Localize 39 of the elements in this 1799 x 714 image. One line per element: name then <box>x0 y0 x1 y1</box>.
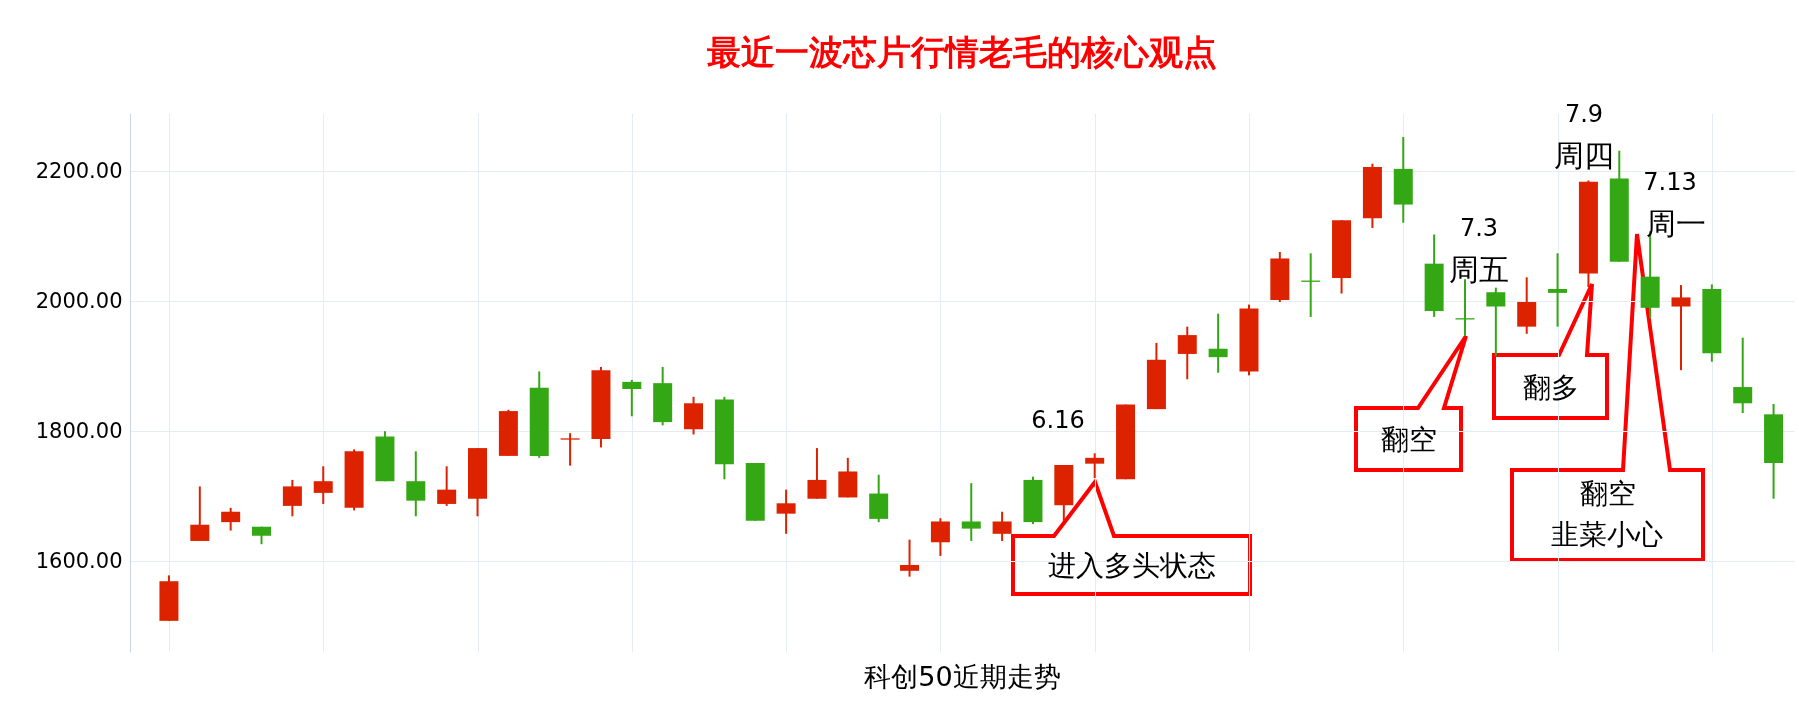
candlestick <box>1733 336 1753 415</box>
candlestick <box>1486 286 1506 357</box>
annotation: 周五 <box>1449 251 1509 289</box>
y-tick-label: 1600.00 <box>35 548 123 573</box>
annotation: 周四 <box>1554 137 1614 175</box>
candlestick <box>1177 325 1197 381</box>
annotation: 6.16 <box>1031 405 1085 435</box>
annotation: 翻多 <box>1522 369 1579 404</box>
annotation: 进入多头状态 <box>1047 547 1216 583</box>
candlestick <box>1671 284 1691 372</box>
candlestick <box>313 465 333 505</box>
x-axis-title: 科创50近期走势 <box>864 660 1061 692</box>
candlestick <box>190 485 210 542</box>
annotation: 7.9 <box>1564 99 1604 129</box>
candlestick <box>961 482 981 542</box>
y-tick-label: 1800.00 <box>35 418 123 443</box>
candlestick <box>1208 312 1228 374</box>
annotation: 韭菜小心 <box>1551 516 1663 552</box>
candlestick <box>437 465 457 507</box>
candlestick <box>930 517 950 557</box>
annotation: 7.3 <box>1459 213 1499 243</box>
candlestick <box>221 506 241 532</box>
candlestick <box>1548 252 1568 328</box>
candlestick <box>992 510 1012 542</box>
candlestick <box>807 447 827 500</box>
annotation: 翻空 <box>1579 475 1636 511</box>
candlestick <box>776 488 796 535</box>
annotation: 7.13 <box>1643 167 1697 197</box>
candlestick <box>1085 452 1105 479</box>
candlestick <box>622 378 642 418</box>
annotation: 翻空 <box>1380 421 1437 457</box>
y-tick-label: 2000.00 <box>35 288 123 313</box>
candlestick <box>900 538 920 578</box>
y-tick-label: 2200.00 <box>35 158 123 183</box>
candlestick <box>406 450 426 518</box>
annotation: 周一 <box>1646 205 1706 243</box>
candlestick <box>560 432 580 467</box>
chart-title: 最近一波芯片行情老毛的核心观点 <box>707 32 1217 72</box>
candlestick <box>282 478 302 518</box>
